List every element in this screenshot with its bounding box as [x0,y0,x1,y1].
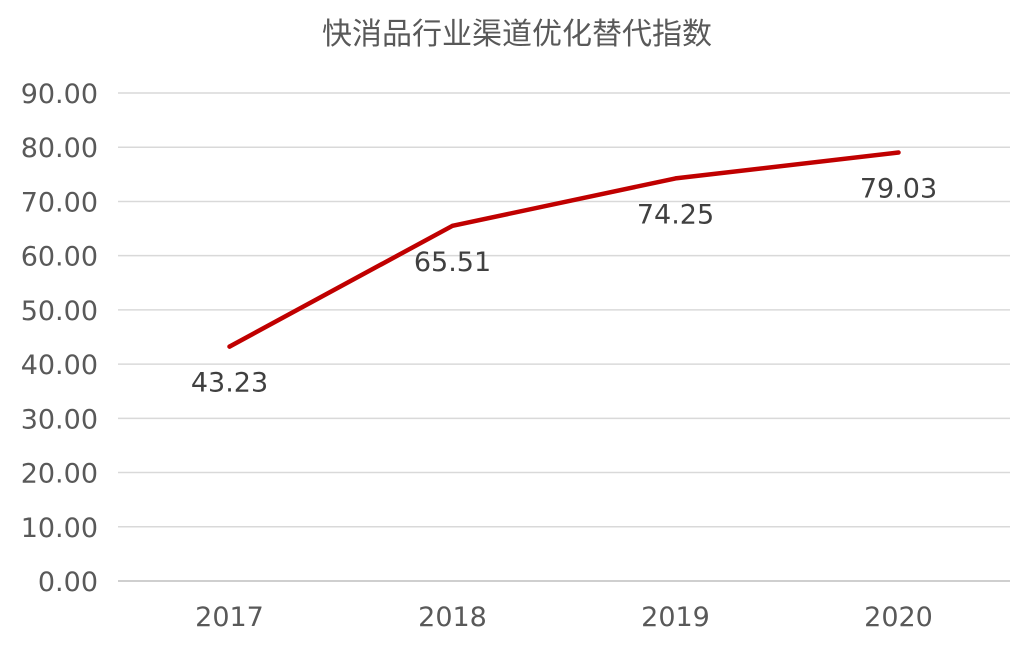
y-tick-label: 50.00 [21,296,98,327]
y-tick-label: 60.00 [21,242,98,273]
data-point [227,344,232,349]
y-tick-label: 90.00 [21,79,98,110]
gridlines [118,92,1010,582]
data-point [673,176,678,181]
data-label: 74.25 [637,199,714,230]
x-tick-label: 2020 [864,602,933,633]
x-axis-ticks: 2017 2018 2019 2020 [195,602,933,633]
y-tick-label: 70.00 [21,187,98,218]
y-axis-ticks: 0.00 10.00 20.00 30.00 40.00 50.00 60.00 70.00 8… [21,79,98,598]
y-tick-label: 0.00 [38,567,98,598]
series-layer [227,150,901,349]
data-point [450,223,455,228]
data-labels: 43.23 65.51 74.25 79.03 [191,173,937,398]
y-tick-label: 40.00 [21,350,98,381]
data-label: 79.03 [860,173,937,204]
x-tick-label: 2018 [418,602,487,633]
x-tick-label: 2017 [195,602,264,633]
data-point [896,150,901,155]
y-tick-label: 10.00 [21,513,98,544]
series-line [227,150,901,349]
y-tick-label: 80.00 [21,133,98,164]
x-tick-label: 2019 [641,602,710,633]
chart-title: 快消品行业渠道优化替代指数 [322,17,712,52]
data-label: 65.51 [414,247,491,278]
data-label: 43.23 [191,368,268,399]
y-tick-label: 20.00 [21,459,98,490]
y-tick-label: 30.00 [21,404,98,435]
